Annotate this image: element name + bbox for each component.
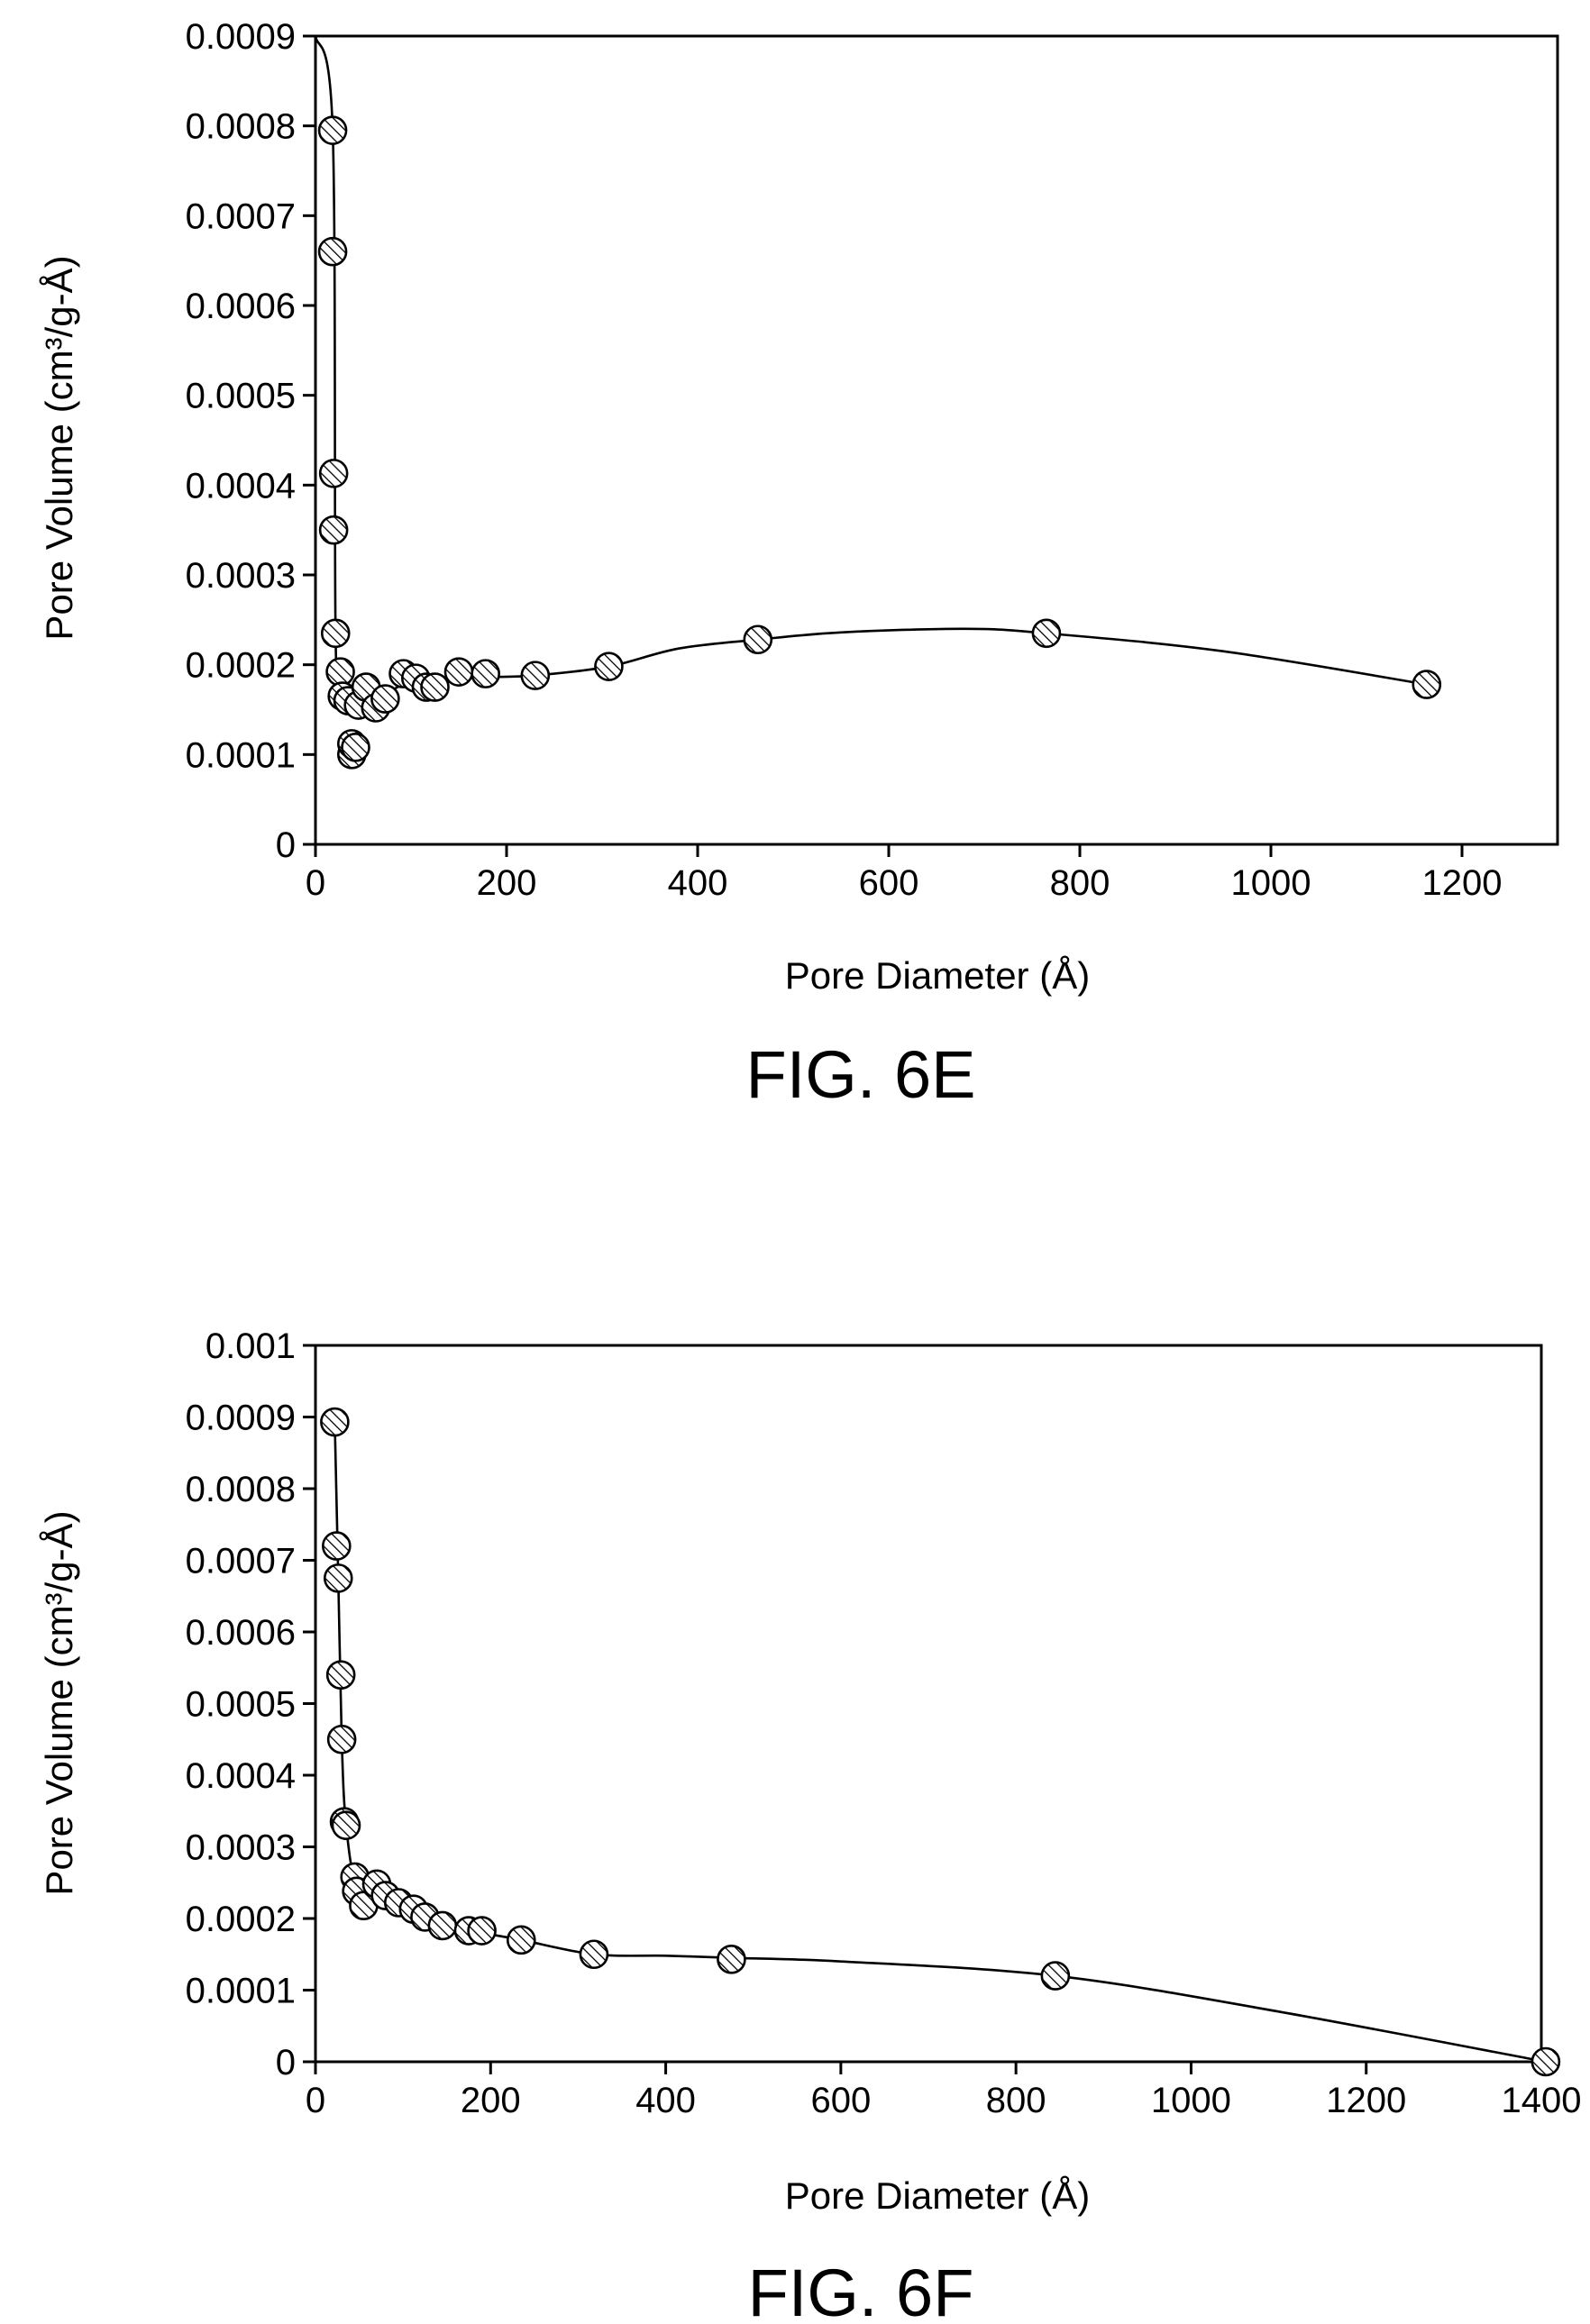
chart-6f-x-tick-label: 400 (635, 2081, 696, 2120)
chart-6e-data-point (318, 515, 349, 545)
chart-6f-x-tick-label: 200 (461, 2081, 521, 2120)
chart-6f-x-tick-label: 1200 (1326, 2081, 1406, 2120)
chart-6e-caption: FIG. 6E (746, 1037, 976, 1112)
chart-fig-6f: 0 0.0001 0.0002 0.0003 0.0004 0.0005 0.0006 0.0… (38, 1326, 1581, 2324)
chart-6f-x-tick-label: 600 (810, 2081, 871, 2120)
chart-6f-y-tick-label: 0.0002 (186, 1900, 296, 1939)
chart-6e-x-tick-label: 600 (859, 863, 919, 903)
chart-6e-plot-area: 0 0.0001 0.0002 0.0003 0.0004 0.0005 0.0006 0.0… (186, 17, 1559, 903)
chart-fig-6e: 0 0.0001 0.0002 0.0003 0.0004 0.0005 0.0006 0.0… (38, 17, 1559, 1112)
chart-6f-data-point (326, 1724, 357, 1754)
chart-6e-x-tick-label: 1200 (1422, 863, 1503, 903)
chart-6f-y-tick-label: 0.0007 (186, 1542, 296, 1581)
chart-6e-x-tick-label: 400 (668, 863, 728, 903)
chart-6f-y-tick-label: 0.0004 (186, 1756, 296, 1796)
chart-6f-y-tick-label: 0.0003 (186, 1828, 296, 1868)
chart-6f-data-point (325, 1660, 356, 1690)
chart-6e-y-tick-label: 0.0002 (186, 646, 296, 686)
chart-6e-fit-curve (314, 35, 1428, 706)
chart-6f-data-point (717, 1945, 746, 1974)
chart-6f-x-axis-label: Pore Diameter (Å) (785, 2174, 1090, 2217)
chart-6e-data-point (317, 115, 348, 145)
chart-6f-fit-curve (334, 1422, 1547, 2064)
chart-6f-y-tick-label: 0 (276, 2043, 296, 2082)
chart-6f-data-point (1040, 1961, 1071, 1991)
chart-6f-y-tick-label: 0.0008 (186, 1470, 296, 1509)
chart-6e-data-point (420, 672, 450, 702)
chart-6f-x-tick-label: 1400 (1502, 2081, 1582, 2120)
chart-6e-x-tick-label: 1000 (1231, 863, 1311, 903)
chart-6f-y-tick-label: 0.0009 (186, 1399, 296, 1438)
chart-6f-y-tick-label: 0.0006 (186, 1613, 296, 1653)
chart-6e-y-tick-label: 0.0006 (186, 287, 296, 326)
chart-6f-caption: FIG. 6F (748, 2256, 974, 2324)
chart-6e-data-point (520, 661, 551, 690)
chart-6e-data-point (320, 618, 351, 649)
chart-6f-plot-area: 0 0.0001 0.0002 0.0003 0.0004 0.0005 0.0006 0.0… (186, 1326, 1582, 2120)
chart-6e-y-tick-label: 0.0001 (186, 735, 296, 775)
chart-6e-data-point (1031, 618, 1062, 649)
chart-6f-data-point (467, 1916, 497, 1946)
chart-6e-data-point (594, 652, 624, 681)
chart-6f-x-tick-label: 800 (986, 2081, 1046, 2120)
chart-6f-x-tick-label: 0 (306, 2081, 325, 2120)
chart-6f-data-point (579, 1939, 609, 1970)
chart-6e-data-point (743, 624, 773, 655)
chart-6e-plot-frame (314, 34, 1559, 846)
chart-6e-data-point (325, 657, 355, 687)
chart-6e-x-tick-label: 200 (477, 863, 537, 903)
chart-6e-x-axis-label: Pore Diameter (Å) (785, 954, 1090, 997)
chart-6e-data-point (1412, 670, 1442, 699)
chart-6e-y-tick-label: 0.0009 (186, 17, 296, 57)
chart-6f-data-point (320, 1407, 350, 1437)
chart-6f-data-point (1531, 2046, 1561, 2077)
chart-6e-data-point (443, 657, 474, 687)
chart-6f-y-tick-label: 0.0005 (186, 1685, 296, 1725)
chart-6f-data-point (506, 1925, 536, 1955)
chart-6e-y-axis-label: Pore Volume (cm³/g-Å) (38, 255, 80, 640)
chart-6e-data-point (341, 733, 370, 762)
chart-6e-data-point (370, 684, 400, 714)
chart-6f-data-point (323, 1563, 353, 1593)
chart-6e-y-tick-label: 0 (276, 825, 296, 865)
chart-6e-y-tick-label: 0.0008 (186, 107, 296, 147)
chart-6e-y-tick-label: 0.0003 (186, 556, 296, 596)
chart-6f-data-point (331, 1810, 361, 1840)
chart-6e-y-tick-label: 0.0004 (186, 466, 296, 506)
chart-6e-y-tick-label: 0.0005 (186, 377, 296, 416)
chart-6f-y-tick-label: 0.0001 (186, 1972, 296, 2011)
chart-6e-x-tick-label: 0 (306, 863, 325, 903)
chart-6f-x-tick-label: 1000 (1151, 2081, 1231, 2120)
chart-6e-data-point (471, 659, 500, 688)
chart-6f-y-axis-label: Pore Volume (cm³/g-Å) (38, 1510, 80, 1895)
chart-6f-y-tick-label: 0.001 (206, 1326, 296, 1366)
chart-6e-y-tick-label: 0.0007 (186, 196, 296, 236)
chart-6f-data-point (322, 1531, 352, 1561)
chart-6f-plot-frame (314, 1344, 1543, 2064)
chart-6e-data-point (318, 459, 349, 488)
chart-6f-data-point (427, 1910, 458, 1941)
chart-6e-data-point (317, 236, 348, 267)
chart-6e-x-tick-label: 800 (1050, 863, 1110, 903)
